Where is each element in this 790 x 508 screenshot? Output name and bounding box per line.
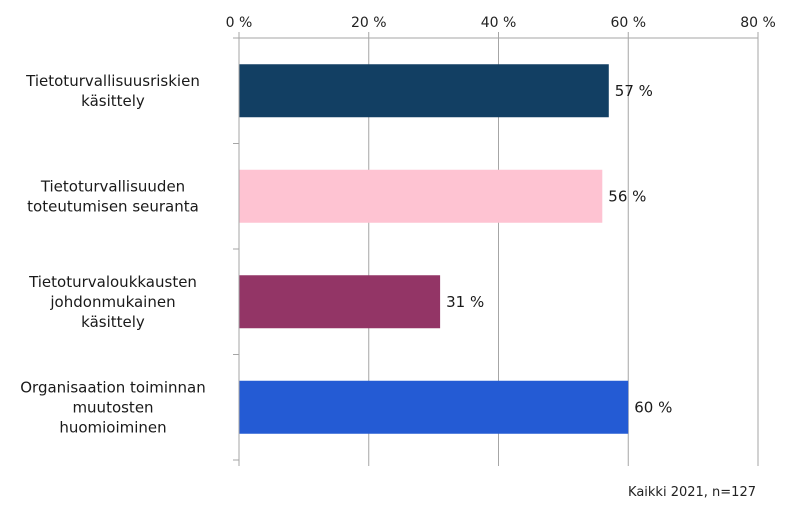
bar: [239, 380, 629, 434]
bars: [239, 64, 629, 434]
labels: 0 % 20 % 40 % 60 % 80 % 57 % Tietoturvallisuus…: [20, 15, 776, 436]
category-label-line: huomioiminen: [59, 418, 166, 436]
category-label-line: Tietoturvallisuuden: [40, 177, 185, 195]
category-label-line: käsittely: [81, 92, 145, 110]
category-label-line: Tietoturvaloukkausten: [28, 273, 197, 291]
category-label-line: toteutumisen seuranta: [27, 197, 199, 215]
bar: [239, 275, 441, 329]
category-label-line: Tietoturvallisuusriskien: [25, 72, 200, 90]
x-tick-label: 60 %: [610, 15, 646, 31]
bar: [239, 64, 609, 118]
bar: [239, 169, 603, 223]
source-note: Kaikki 2021, n=127: [628, 485, 756, 500]
x-tick-label: 40 %: [481, 15, 517, 31]
category-label-line: käsittely: [81, 313, 145, 331]
data-label: 56 %: [608, 187, 646, 205]
data-label: 31 %: [446, 293, 484, 311]
x-tick-label: 80 %: [740, 15, 776, 31]
axes: [233, 32, 759, 466]
category-label-line: Organisaation toiminnan: [20, 378, 206, 396]
category-label: Tietoturvallisuuden toteutumisen seuranta: [27, 177, 199, 215]
x-tick-label: 20 %: [351, 15, 387, 31]
category-label-line: johdonmukainen: [49, 293, 175, 311]
data-label: 60 %: [634, 398, 672, 416]
data-label: 57 %: [615, 82, 653, 100]
category-label: Tietoturvaloukkausten johdonmukainen käsit…: [28, 273, 197, 331]
category-label: Tietoturvallisuusriskien käsittely: [25, 72, 200, 110]
x-tick-label: 0 %: [226, 15, 253, 31]
category-label-line: muutosten: [72, 398, 153, 416]
category-label: Organisaation toiminnan muutosten huomioim…: [20, 378, 206, 436]
